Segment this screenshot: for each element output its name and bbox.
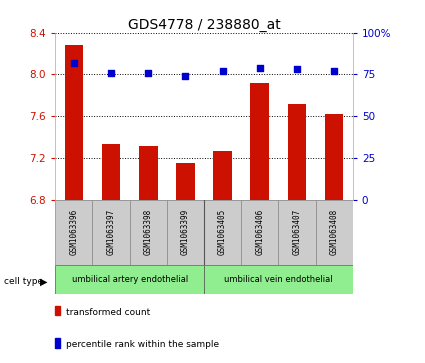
Bar xyxy=(213,151,232,200)
Point xyxy=(256,65,263,71)
Text: GSM1063407: GSM1063407 xyxy=(292,209,301,256)
Bar xyxy=(102,144,120,200)
Point xyxy=(182,73,189,79)
Text: umbilical vein endothelial: umbilical vein endothelial xyxy=(224,275,333,284)
Text: GSM1063398: GSM1063398 xyxy=(144,209,153,256)
Bar xyxy=(65,45,83,200)
Text: GSM1063397: GSM1063397 xyxy=(107,209,116,256)
Bar xyxy=(315,200,353,265)
Bar xyxy=(92,200,130,265)
Text: GSM1063399: GSM1063399 xyxy=(181,209,190,256)
Bar xyxy=(167,200,204,265)
Text: umbilical artery endothelial: umbilical artery endothelial xyxy=(71,275,188,284)
Point xyxy=(331,68,337,74)
Point xyxy=(219,68,226,74)
Bar xyxy=(176,163,195,200)
Text: ▶: ▶ xyxy=(40,276,48,286)
Point xyxy=(294,66,300,72)
Bar xyxy=(241,200,278,265)
Bar xyxy=(204,200,241,265)
Point xyxy=(71,60,77,66)
Text: GSM1063405: GSM1063405 xyxy=(218,209,227,256)
Text: GSM1063406: GSM1063406 xyxy=(255,209,264,256)
Bar xyxy=(130,200,167,265)
Bar xyxy=(250,83,269,200)
Bar xyxy=(139,146,158,200)
Point xyxy=(145,70,152,76)
Text: transformed count: transformed count xyxy=(66,308,150,317)
Text: percentile rank within the sample: percentile rank within the sample xyxy=(66,340,219,349)
Bar xyxy=(204,265,353,294)
Bar xyxy=(55,200,92,265)
Bar xyxy=(278,200,315,265)
Text: cell type: cell type xyxy=(4,277,43,286)
Title: GDS4778 / 238880_at: GDS4778 / 238880_at xyxy=(128,18,280,32)
Text: GSM1063408: GSM1063408 xyxy=(330,209,339,256)
Bar xyxy=(288,104,306,200)
Bar xyxy=(55,265,204,294)
Point xyxy=(108,70,114,76)
Bar xyxy=(325,114,343,200)
Text: GSM1063396: GSM1063396 xyxy=(69,209,78,256)
